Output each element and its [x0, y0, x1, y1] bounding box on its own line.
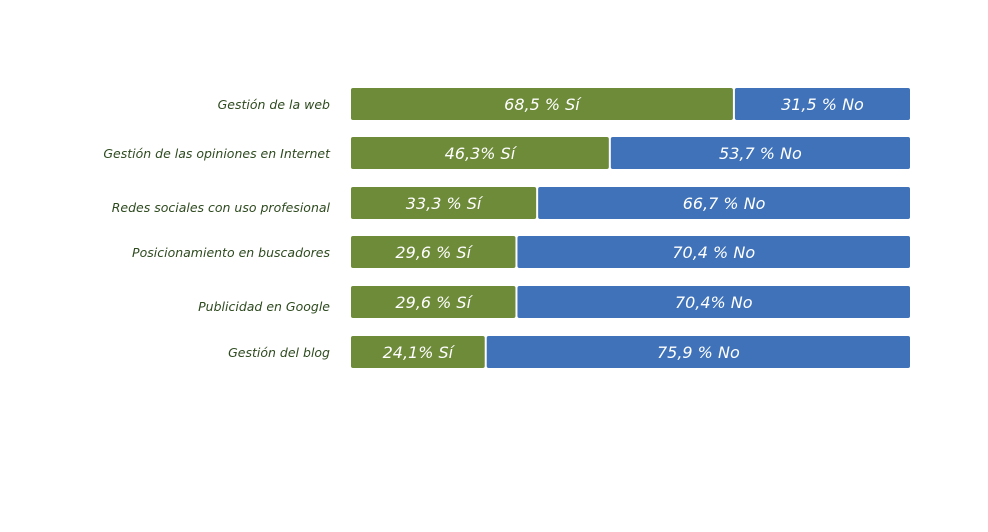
bar-row-gestion-de-la-web: Gestión de la web 68,5 % Sí 31,5 % No	[218, 88, 910, 120]
data-label-si: 46,3% Sí	[445, 144, 518, 163]
bar-segment-si	[351, 286, 516, 318]
bar-segment-si	[351, 88, 733, 120]
data-label-no: 70,4 % No	[672, 243, 755, 262]
category-label: Redes sociales con uso profesional	[112, 200, 331, 215]
data-label-no: 75,9 % No	[657, 343, 740, 362]
data-label-no: 53,7 % No	[719, 144, 802, 163]
bar-segment-si	[351, 187, 537, 219]
bar-row-gestion-de-las-opiniones-en-internet: Gestión de las opiniones en Internet 46,3…	[103, 137, 910, 169]
bar-row-gestion-del-blog: Gestión del blog 24,1% Sí 75,9 % No	[228, 336, 910, 368]
category-label: Gestión de la web	[218, 97, 330, 112]
data-label-si: 68,5 % Sí	[504, 95, 582, 114]
bar-segment-no	[517, 286, 910, 318]
bar-segment-no	[734, 88, 910, 120]
bar-row-posicionamiento-en-buscadores: Posicionamiento en buscadores 29,6 % Sí 70…	[132, 236, 910, 268]
data-label-si: 24,1% Sí	[383, 343, 456, 362]
bar-segment-no	[538, 187, 910, 219]
data-label-si: 33,3 % Sí	[406, 194, 484, 213]
data-label-no: 70,4% No	[675, 293, 753, 312]
category-label: Gestión del blog	[228, 345, 330, 360]
data-label-si: 29,6 % Sí	[395, 243, 473, 262]
category-label: Publicidad en Google	[198, 299, 330, 314]
bar-segment-no	[517, 236, 910, 268]
category-label: Gestión de las opiniones en Internet	[103, 146, 331, 161]
bar-segment-no	[610, 137, 910, 169]
bar-segment-si	[351, 137, 609, 169]
data-label-no: 66,7 % No	[683, 194, 766, 213]
category-label: Posicionamiento en buscadores	[132, 245, 330, 260]
data-label-no: 31,5 % No	[781, 95, 864, 114]
bar-row-redes-sociales-con-uso-profesional: Redes sociales con uso profesional 33,3 %…	[112, 187, 910, 219]
bar-segment-si	[351, 236, 516, 268]
data-label-si: 29,6 % Sí	[395, 293, 473, 312]
bar-row-publicidad-en-google: Publicidad en Google 29,6 % Sí 70,4% No	[198, 286, 910, 318]
bar-segment-si	[351, 336, 485, 368]
bar-segment-no	[486, 336, 910, 368]
